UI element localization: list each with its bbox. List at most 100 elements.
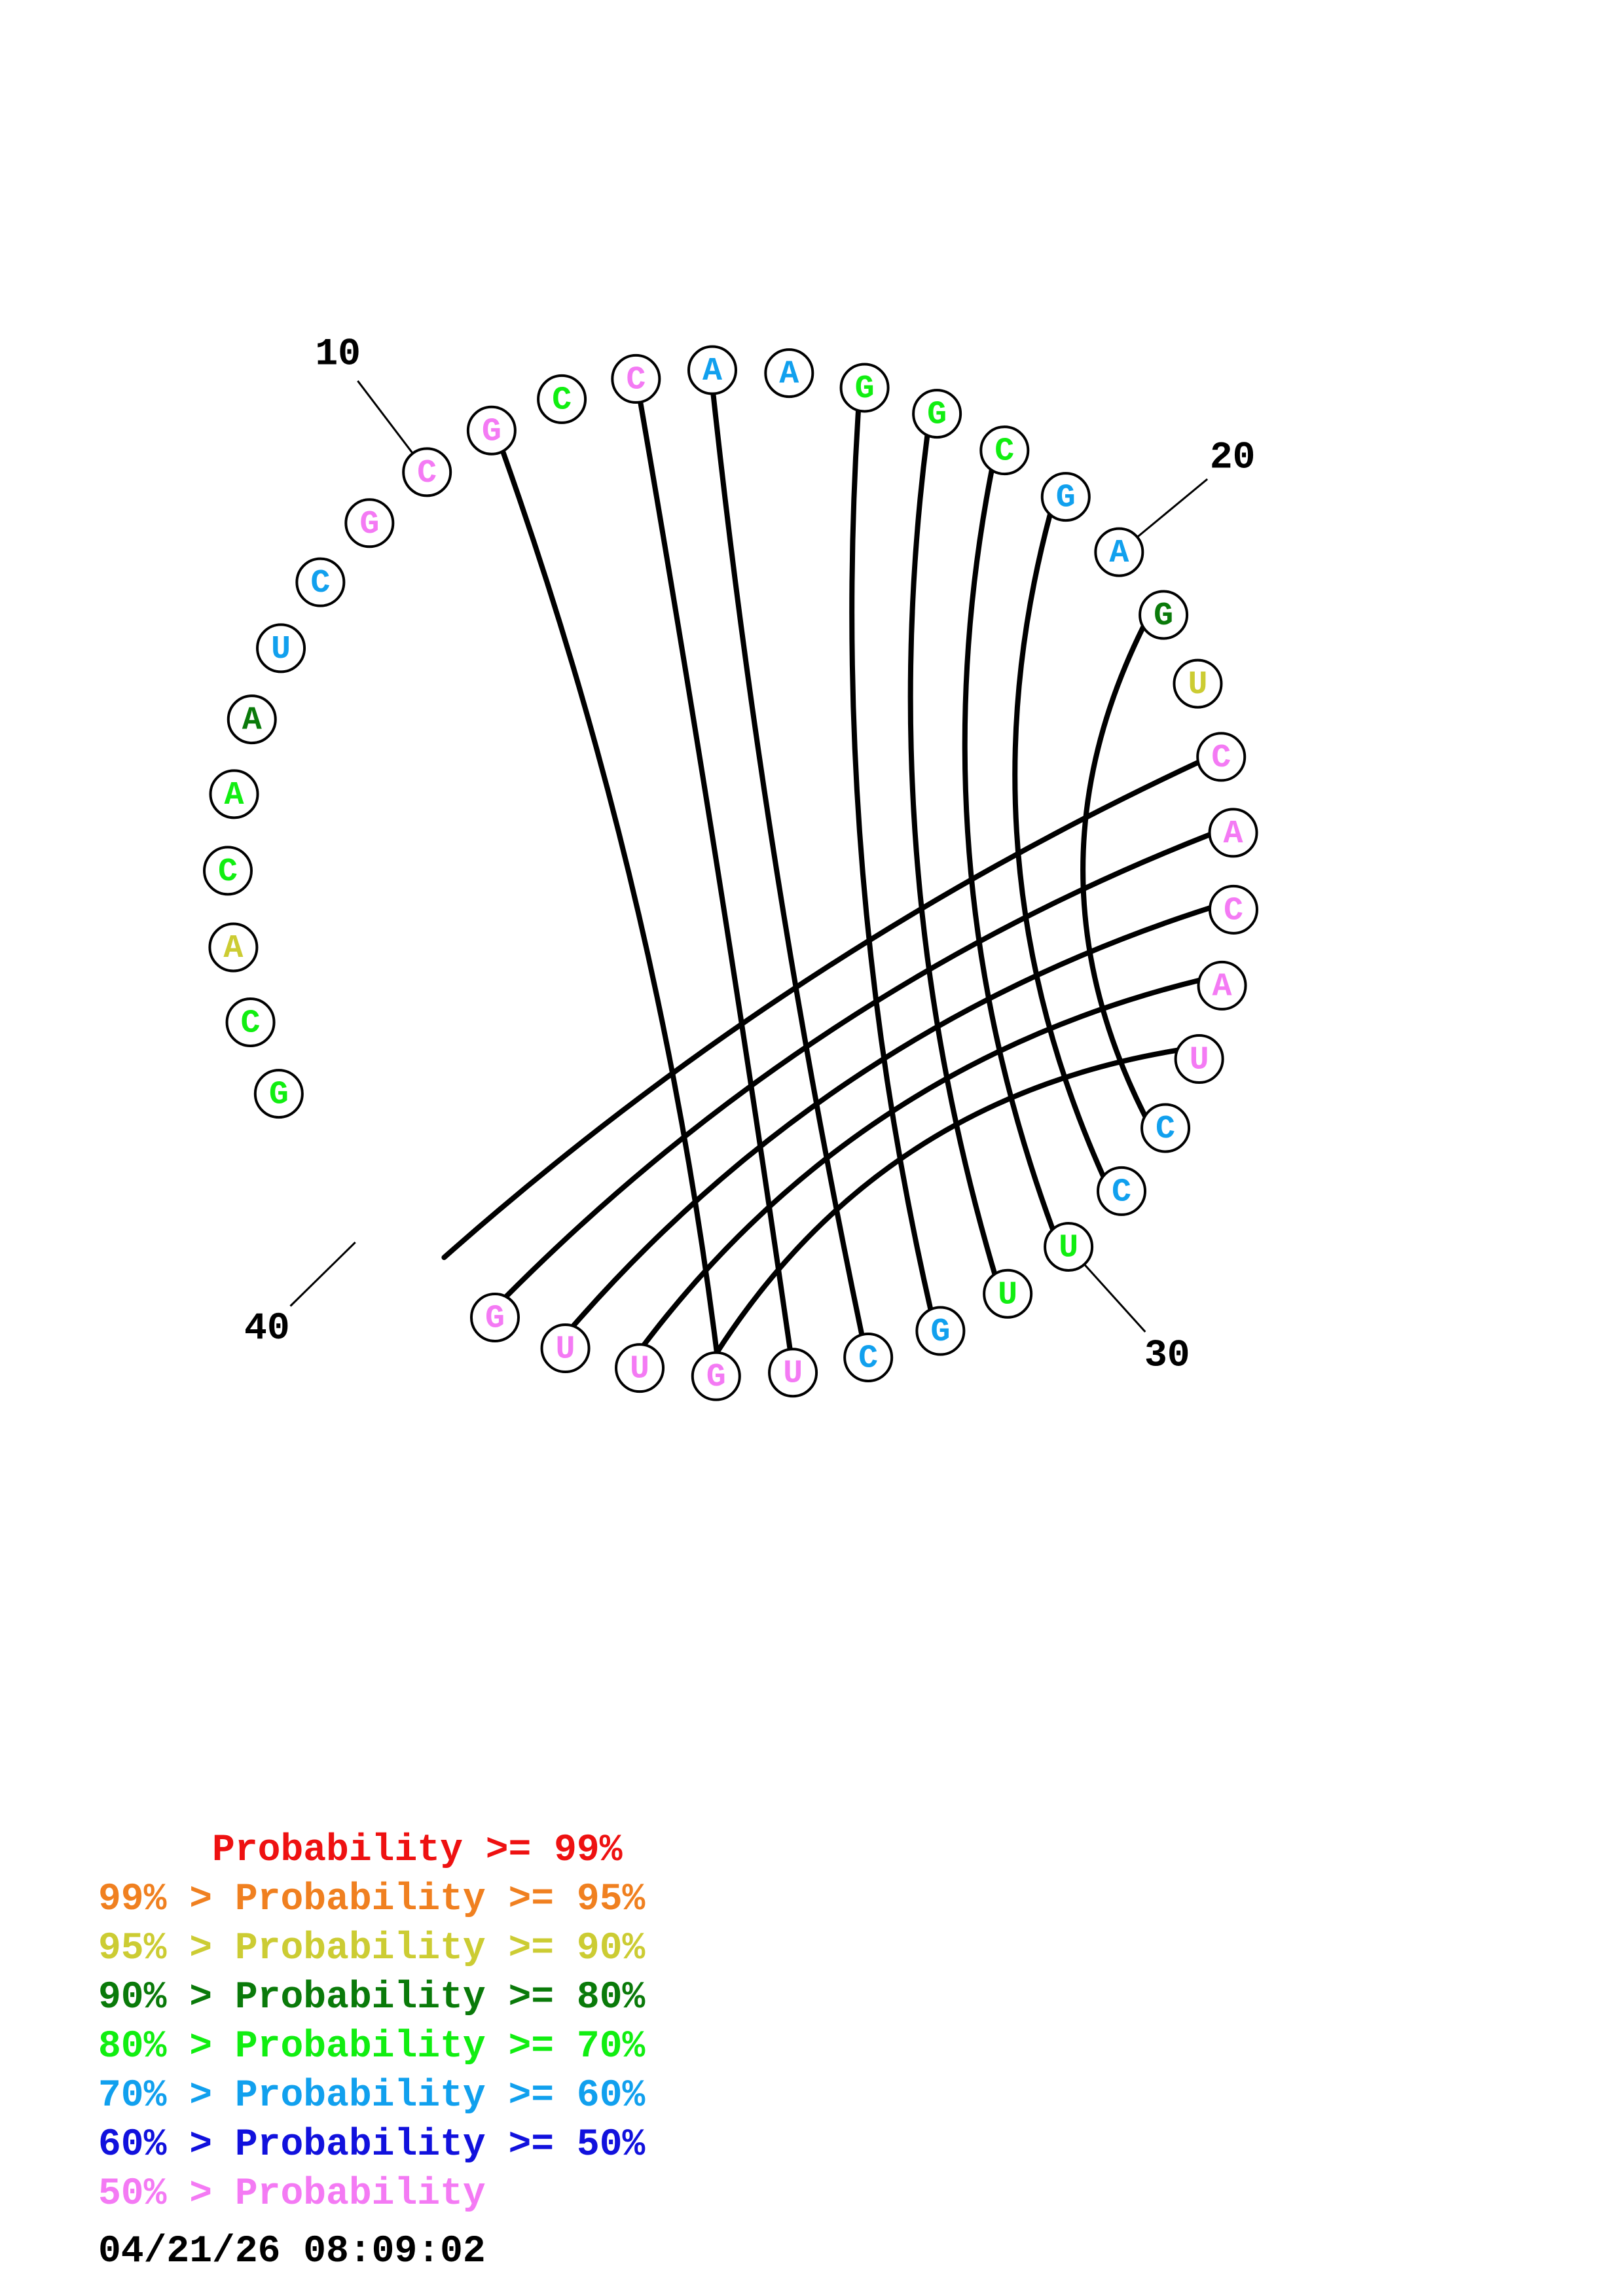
nucleotide: A bbox=[764, 348, 814, 399]
nucleotide-letter: A bbox=[702, 353, 722, 390]
nucleotide: C bbox=[611, 353, 661, 404]
legend-row: Probability >= 99% bbox=[98, 1829, 623, 1872]
nucleotide-circle bbox=[1097, 1166, 1147, 1216]
nucleotide: G bbox=[839, 363, 890, 413]
nucleotide-letter: G bbox=[485, 1300, 505, 1337]
nucleotide: C bbox=[1196, 732, 1247, 782]
nucleotide-letter: A bbox=[1109, 535, 1129, 572]
nucleotide-circle bbox=[1140, 1103, 1191, 1153]
nucleotide: A bbox=[1208, 808, 1258, 858]
nucleotide-circle bbox=[537, 374, 587, 424]
nucleotide: U bbox=[540, 1323, 591, 1374]
base-pair-arcs bbox=[441, 391, 1213, 1355]
nucleotide: U bbox=[983, 1268, 1033, 1319]
nucleotide: A bbox=[1094, 527, 1144, 577]
nucleotide-circle bbox=[843, 1333, 894, 1383]
nucleotide-letter: C bbox=[241, 1005, 261, 1042]
nucleotide-circle bbox=[687, 345, 737, 395]
legend-row: 90% > Probability >= 80% bbox=[98, 1977, 646, 2019]
nucleotide: A bbox=[208, 922, 259, 973]
nucleotide-circle bbox=[1139, 590, 1189, 640]
legend-row: 80% > Probability >= 70% bbox=[98, 2026, 646, 2068]
nucleotide-letter: G bbox=[482, 413, 501, 450]
nucleotide: A bbox=[1197, 960, 1247, 1011]
tick-label: 10 bbox=[315, 334, 361, 376]
nucleotide: G bbox=[253, 1069, 304, 1119]
nucleotide-circle bbox=[615, 1343, 665, 1393]
nucleotide-circle bbox=[227, 694, 277, 745]
nucleotide: C bbox=[225, 997, 276, 1047]
base-pair-arc bbox=[641, 977, 1202, 1348]
nucleotide-circle bbox=[344, 498, 395, 548]
nucleotide-letter: U bbox=[271, 631, 291, 668]
nucleotide-circle bbox=[253, 1069, 304, 1119]
base-pair-arc bbox=[503, 832, 1213, 1300]
nucleotide-circle bbox=[768, 1348, 818, 1398]
nucleotide-letter: U bbox=[783, 1355, 803, 1393]
position-ticks: 10 20 30 40 bbox=[244, 334, 1255, 1378]
base-pair-arc bbox=[849, 408, 934, 1312]
base-pair-arc bbox=[907, 432, 998, 1277]
nucleotide: U bbox=[615, 1343, 665, 1393]
nucleotide: G bbox=[912, 389, 962, 439]
nucleotide-letter: C bbox=[626, 361, 646, 399]
nucleotide-letter: U bbox=[998, 1276, 1017, 1314]
nucleotide: C bbox=[979, 425, 1030, 476]
timestamp: 04/21/26 08:09:02 bbox=[98, 2231, 486, 2273]
nucleotide: U bbox=[1173, 658, 1223, 709]
nucleotide-circle bbox=[983, 1268, 1033, 1319]
nucleotide-letter: U bbox=[630, 1351, 649, 1388]
nucleotide-letter: A bbox=[242, 702, 262, 740]
nucleotide-circle bbox=[469, 1292, 520, 1342]
nucleotide-circle bbox=[979, 425, 1030, 476]
nucleotide-circle bbox=[915, 1306, 966, 1356]
nucleotide: G bbox=[691, 1351, 741, 1401]
tick-label: 20 bbox=[1210, 437, 1256, 480]
nucleotide-letter: A bbox=[1213, 968, 1232, 1005]
base-pair-arc bbox=[962, 467, 1055, 1232]
nucleotide: A bbox=[687, 345, 737, 395]
nucleotide-letter: G bbox=[927, 397, 947, 434]
nucleotide: U bbox=[1044, 1221, 1094, 1272]
nucleotide: G bbox=[344, 498, 395, 548]
nucleotide-letter: A bbox=[779, 356, 799, 393]
nucleotide: G bbox=[915, 1306, 966, 1356]
nucleotide-circle bbox=[1208, 808, 1258, 858]
nucleotide-letter: U bbox=[556, 1331, 575, 1369]
nucleotide-letter: U bbox=[1190, 1042, 1209, 1079]
nucleotide-letter: C bbox=[1224, 892, 1243, 929]
nucleotide-letter: C bbox=[1112, 1174, 1131, 1211]
base-pair-arc bbox=[710, 391, 865, 1338]
nucleotide: A bbox=[209, 769, 259, 819]
nucleotide-circle bbox=[764, 348, 814, 399]
nucleotide: G bbox=[1139, 590, 1189, 640]
nucleotide-circle bbox=[1040, 472, 1091, 522]
nucleotide: C bbox=[1097, 1166, 1147, 1216]
nucleotide-circle bbox=[912, 389, 962, 439]
legend-row: 70% > Probability >= 60% bbox=[98, 2075, 646, 2117]
nucleotide-letter: G bbox=[269, 1077, 289, 1114]
nucleotide-circle bbox=[1197, 960, 1247, 1011]
nucleotide-letter: G bbox=[1056, 480, 1076, 517]
nucleotide-circle bbox=[1094, 527, 1144, 577]
nucleotide-letter: G bbox=[1154, 598, 1173, 635]
nucleotide-letter: C bbox=[858, 1340, 878, 1378]
nucleotide-letter: U bbox=[1059, 1229, 1078, 1266]
nucleotide-circle bbox=[540, 1323, 591, 1374]
base-pair-arc bbox=[570, 905, 1213, 1329]
nucleotide: C bbox=[843, 1333, 894, 1383]
nucleotide-letter: C bbox=[218, 853, 238, 891]
nucleotide: U bbox=[768, 1348, 818, 1398]
tick-line bbox=[1084, 1263, 1146, 1333]
tick-label: 30 bbox=[1144, 1335, 1190, 1378]
nucleotide-circle bbox=[225, 997, 276, 1047]
tick-line bbox=[1137, 478, 1209, 538]
base-pair-arc bbox=[441, 759, 1201, 1261]
nucleotide: C bbox=[203, 846, 253, 896]
nucleotide-circle bbox=[256, 623, 306, 673]
nucleotide-circle bbox=[208, 922, 259, 973]
nucleotide-letter: U bbox=[1188, 666, 1207, 704]
nucleotide-circle bbox=[466, 405, 517, 456]
